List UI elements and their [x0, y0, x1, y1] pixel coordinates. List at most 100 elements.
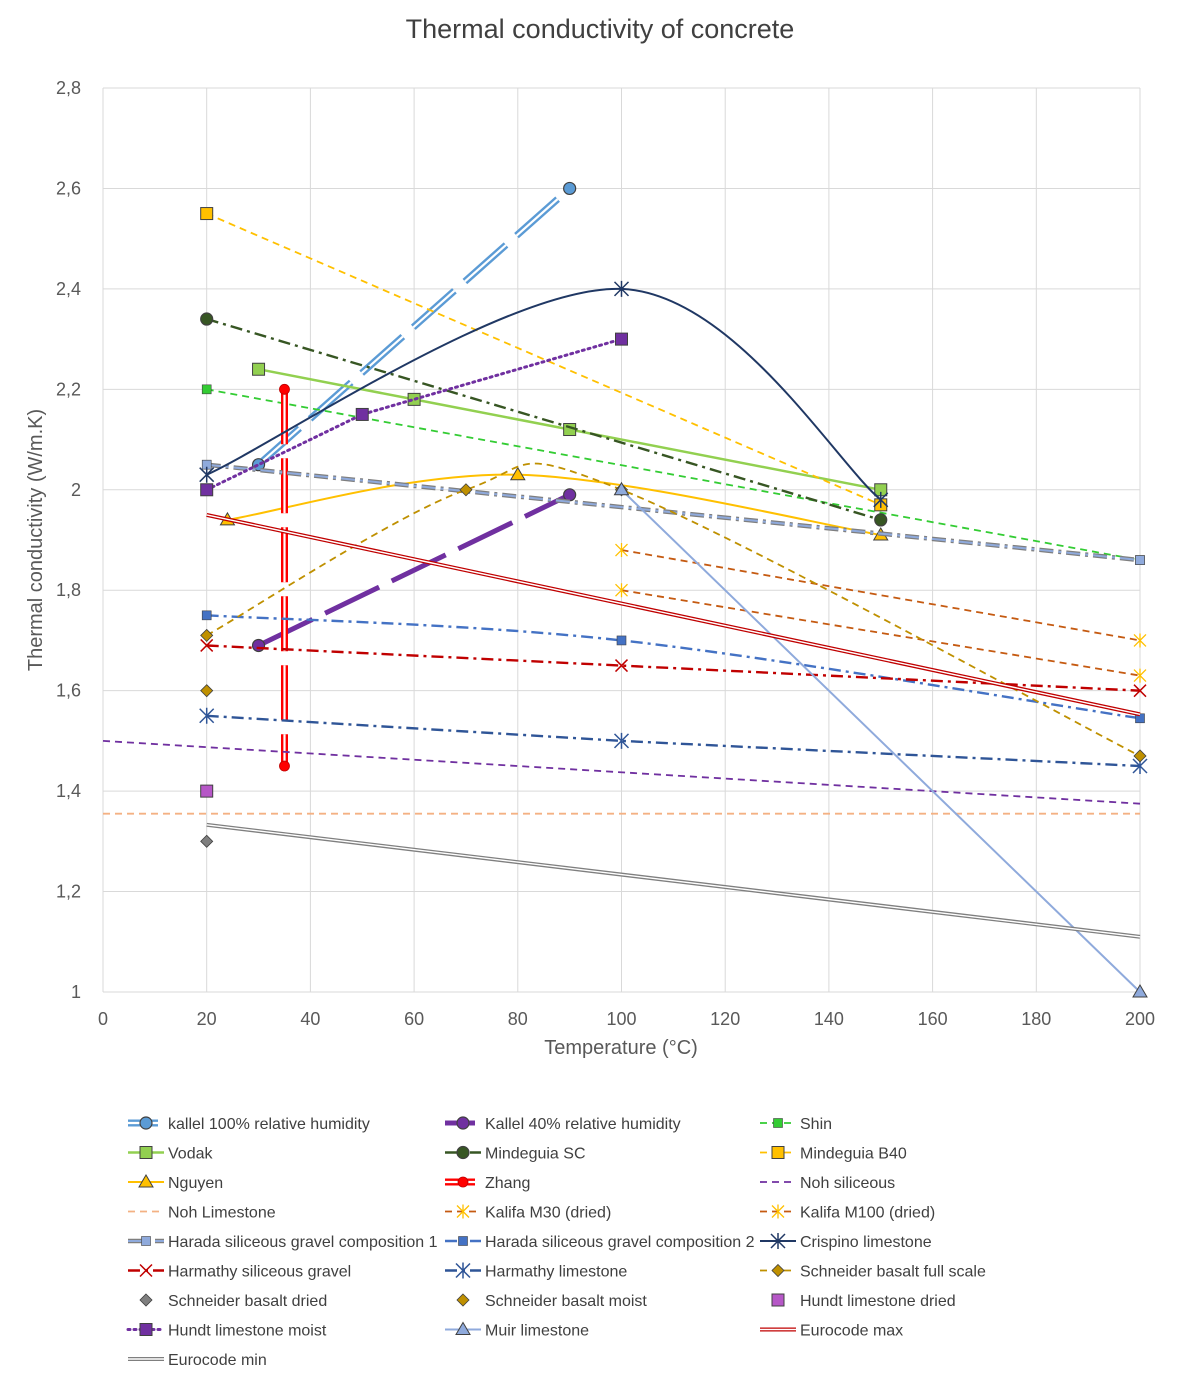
data-point — [252, 362, 266, 376]
legend-label: Kalifa M100 (dried) — [800, 1205, 935, 1222]
data-point — [251, 638, 266, 653]
series — [102, 740, 1141, 805]
legend-label: Mindeguia B40 — [800, 1146, 907, 1163]
data-point — [200, 684, 214, 698]
x-tick-label: 100 — [606, 1009, 636, 1029]
legend: kallel 100% relative humidity Kallel 40% … — [126, 1116, 986, 1369]
legend-marker — [456, 1293, 470, 1307]
data-point — [1133, 684, 1147, 698]
series — [206, 822, 1141, 939]
legend-marker — [138, 1174, 154, 1188]
legend-item: Mindeguia SC — [445, 1146, 586, 1163]
data-point — [200, 628, 214, 642]
series-line — [206, 462, 1141, 757]
legend-marker — [139, 1116, 153, 1130]
legend-item: Noh Limestone — [128, 1205, 276, 1222]
x-tick-label: 120 — [710, 1009, 740, 1029]
series — [199, 707, 1148, 774]
legend-marker — [455, 1321, 471, 1335]
data-point — [613, 280, 630, 297]
data-point — [509, 466, 526, 481]
data-point — [279, 760, 290, 772]
series-line — [258, 367, 882, 492]
series-line — [206, 514, 1141, 715]
legend-marker — [771, 1293, 785, 1307]
y-tick-label: 2,6 — [56, 178, 81, 198]
data-point — [613, 481, 630, 496]
series — [252, 362, 888, 497]
legend-item: Kallel 40% relative humidity — [445, 1116, 681, 1133]
legend-item: Eurocode max — [760, 1323, 903, 1340]
legend-label: Zhang — [485, 1175, 530, 1192]
x-axis-title: Temperature (°C) — [544, 1037, 698, 1059]
y-tick-label: 2,2 — [56, 379, 81, 399]
legend-label: Harada siliceous gravel composition 2 — [485, 1234, 755, 1251]
y-tick-label: 2,8 — [56, 78, 81, 98]
grid-layer — [102, 87, 1141, 993]
data-point — [1133, 749, 1147, 763]
data-point — [1133, 633, 1147, 648]
data-point — [1133, 668, 1147, 683]
series — [279, 383, 290, 772]
legend-label: Schneider basalt moist — [485, 1293, 647, 1310]
data-point — [614, 659, 629, 673]
data-point — [615, 543, 628, 558]
legend-item: Hundt limestone moist — [126, 1323, 327, 1340]
series-line — [620, 489, 1141, 993]
data-point — [874, 513, 888, 527]
legend-item: Kalifa M30 (dried) — [445, 1204, 611, 1222]
x-tick-label: 80 — [508, 1009, 528, 1029]
legend-marker — [771, 1263, 785, 1278]
data-point — [199, 466, 215, 483]
legend-label: Schneider basalt dried — [168, 1293, 327, 1310]
legend-item: Vodak — [128, 1146, 213, 1163]
x-tick-label: 180 — [1021, 1009, 1051, 1029]
legend-marker — [456, 1204, 470, 1219]
series — [200, 638, 1147, 698]
legend-label: Hundt limestone moist — [168, 1323, 327, 1340]
series — [201, 384, 1145, 565]
legend-marker — [771, 1146, 785, 1159]
legend-label: Kalifa M30 (dried) — [485, 1205, 611, 1222]
x-tick-label: 160 — [918, 1009, 948, 1029]
legend-label: Harmathy siliceous gravel — [168, 1264, 351, 1281]
legend-label: Harada siliceous gravel composition 1 — [168, 1234, 438, 1251]
legend-marker — [139, 1293, 153, 1307]
series — [200, 207, 888, 512]
data-point — [200, 312, 214, 326]
data-point — [459, 483, 473, 497]
data-point — [200, 483, 214, 497]
legend-label: Noh Limestone — [168, 1205, 276, 1222]
y-tick-label: 1,2 — [56, 882, 81, 902]
x-tick-label: 140 — [814, 1009, 844, 1029]
series — [251, 181, 577, 472]
series-line — [206, 824, 1141, 938]
legend-item: Harada siliceous gravel composition 1 — [128, 1234, 438, 1251]
legend-marker — [139, 1263, 153, 1278]
series — [615, 543, 1147, 648]
series-line — [206, 614, 1141, 720]
legend-item: Noh siliceous — [760, 1175, 895, 1192]
legend-item: Crispino limestone — [760, 1233, 932, 1251]
series-line — [257, 187, 571, 466]
data-point — [201, 384, 212, 395]
data-point — [1135, 555, 1145, 565]
x-tick-label: 20 — [197, 1009, 217, 1029]
series — [615, 583, 1147, 683]
data-point — [616, 635, 627, 646]
data-point — [200, 638, 214, 652]
series-line — [206, 644, 1141, 692]
legend-item: Hundt limestone dried — [771, 1293, 956, 1310]
legend-item: Harmathy limestone — [445, 1262, 627, 1281]
series-line — [206, 212, 882, 506]
legend-label: Noh siliceous — [800, 1175, 895, 1192]
legend-item: Schneider basalt full scale — [760, 1264, 986, 1281]
series — [200, 684, 214, 698]
y-tick-label: 1,4 — [56, 781, 81, 801]
legend-item: Schneider basalt dried — [139, 1293, 327, 1310]
data-point — [199, 707, 215, 724]
legend-item: Harmathy siliceous gravel — [128, 1264, 351, 1281]
x-tick-label: 200 — [1125, 1009, 1155, 1029]
